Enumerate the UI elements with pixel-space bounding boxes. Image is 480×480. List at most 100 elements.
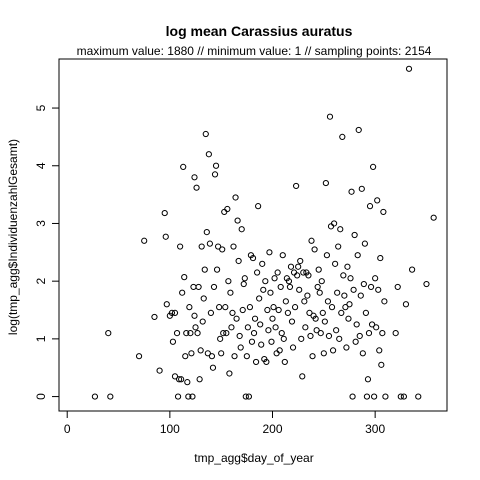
data-point — [318, 278, 325, 285]
plot-box — [58, 58, 448, 412]
data-point — [162, 233, 169, 240]
data-point — [296, 286, 303, 293]
y-tick-label: 3 — [34, 220, 48, 227]
data-point — [352, 338, 359, 345]
data-point — [222, 304, 229, 311]
data-point — [226, 370, 233, 377]
data-point — [205, 151, 212, 158]
data-point — [245, 393, 252, 400]
data-point — [141, 237, 148, 244]
data-point — [240, 280, 247, 288]
data-point — [339, 133, 346, 141]
data-point — [194, 329, 201, 337]
data-point — [374, 197, 381, 204]
data-point — [269, 315, 276, 322]
data-point — [280, 335, 287, 342]
data-point — [268, 338, 275, 345]
data-point — [228, 324, 235, 331]
data-point — [212, 162, 220, 169]
data-point — [300, 269, 307, 276]
data-point — [241, 275, 248, 282]
data-point — [353, 321, 360, 328]
data-point — [161, 209, 168, 217]
data-point — [178, 376, 185, 383]
data-point — [333, 327, 340, 334]
x-tick-label: 300 — [365, 422, 385, 436]
data-point — [405, 65, 413, 72]
data-point — [340, 272, 347, 279]
data-point — [208, 353, 216, 360]
data-point — [231, 353, 238, 360]
data-point — [256, 295, 263, 302]
data-point — [327, 223, 335, 230]
data-point — [91, 393, 99, 400]
y-axis-label: log(tmp_agg$IndividuenzahlGesamt) — [6, 139, 20, 335]
data-point — [169, 338, 177, 345]
data-point — [196, 376, 203, 383]
data-point — [309, 353, 316, 360]
data-point — [286, 283, 294, 291]
y-tick-label: 5 — [34, 104, 48, 111]
data-point — [415, 393, 422, 400]
y-axis: 0 1 2 3 4 5 — [34, 104, 60, 400]
data-point — [285, 278, 293, 285]
data-point — [378, 361, 385, 368]
data-point — [301, 298, 308, 305]
data-point — [201, 266, 208, 273]
data-point — [213, 266, 221, 273]
data-point — [260, 286, 267, 293]
data-point — [324, 298, 332, 305]
data-point — [264, 306, 271, 314]
data-point — [173, 329, 181, 337]
data-point — [217, 335, 224, 342]
data-point — [238, 226, 245, 233]
data-point — [325, 332, 333, 340]
data-point — [218, 350, 225, 357]
data-point — [265, 327, 272, 334]
data-point — [185, 393, 192, 400]
data-point — [193, 184, 200, 191]
data-point — [348, 188, 355, 195]
data-point — [257, 321, 264, 328]
data-point — [189, 393, 196, 400]
data-point — [287, 263, 295, 270]
data-point — [329, 347, 337, 354]
data-point — [304, 292, 311, 299]
data-point — [210, 283, 218, 291]
data-point — [394, 283, 401, 291]
data-point — [295, 263, 302, 270]
data-point — [235, 257, 242, 265]
data-point — [291, 304, 299, 311]
data-point — [355, 126, 362, 134]
x-tick-label: 100 — [160, 422, 180, 436]
data-point — [360, 280, 367, 288]
data-point — [316, 289, 323, 296]
data-point — [323, 252, 331, 259]
data-point — [239, 306, 246, 314]
data-points — [91, 65, 437, 400]
data-point — [184, 379, 191, 386]
data-point — [215, 243, 222, 250]
data-point — [259, 260, 266, 267]
data-point — [171, 373, 179, 380]
data-point — [191, 312, 198, 319]
data-point — [232, 194, 239, 201]
data-point — [382, 393, 389, 400]
data-point — [246, 304, 254, 311]
data-point — [272, 324, 279, 331]
data-point — [330, 220, 338, 227]
data-point — [281, 358, 288, 366]
data-point — [423, 280, 430, 288]
data-point — [308, 237, 315, 244]
data-point — [270, 304, 277, 311]
data-point — [179, 289, 186, 296]
data-point — [320, 350, 327, 357]
data-point — [175, 376, 183, 383]
chart-subtitle: maximum value: 1880 // minimum value: 1 … — [77, 44, 432, 58]
data-point — [274, 269, 281, 276]
data-point — [203, 229, 210, 236]
data-point — [359, 350, 366, 357]
data-point — [372, 275, 379, 282]
data-point — [345, 315, 352, 322]
